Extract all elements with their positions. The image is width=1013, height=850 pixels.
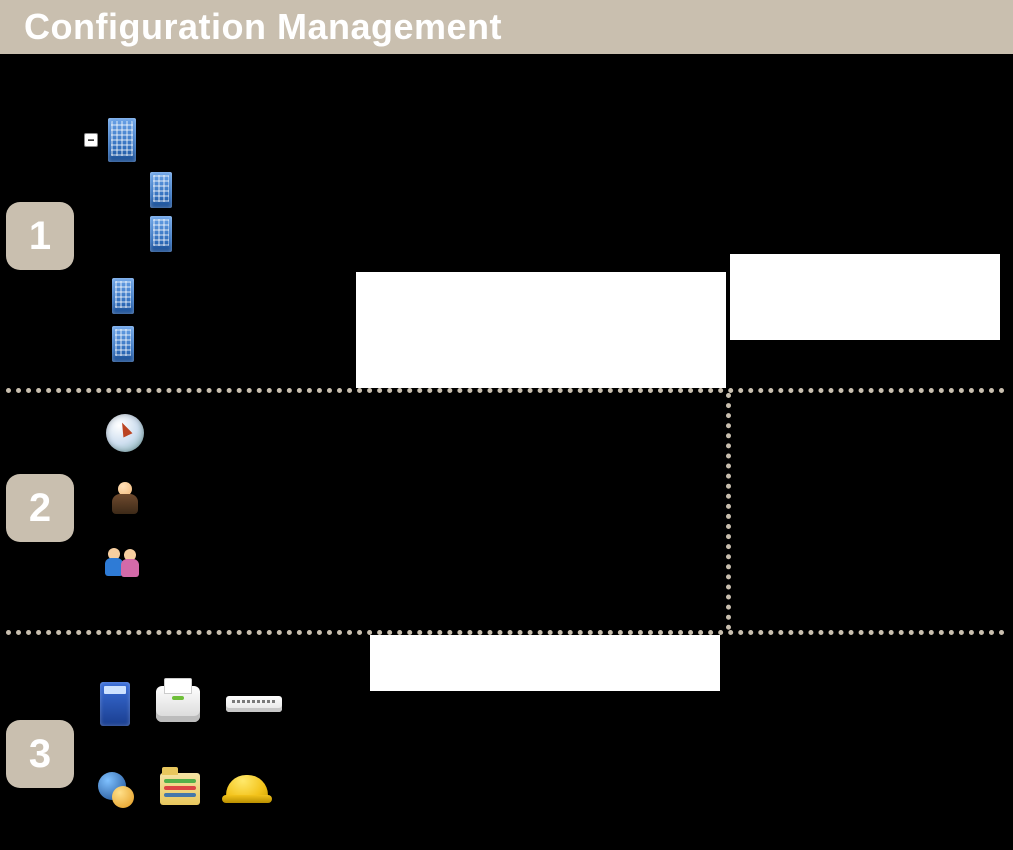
tree-root[interactable]: − — [84, 118, 146, 162]
building-icon — [150, 216, 172, 252]
building-icon — [108, 118, 136, 162]
building-icon — [112, 326, 134, 362]
folder-db-icon[interactable] — [160, 773, 200, 805]
info-panel — [356, 272, 726, 388]
step-badge-3: 3 — [6, 720, 74, 788]
compass-icon — [106, 414, 144, 452]
tree-sibling[interactable] — [112, 326, 144, 362]
step-number: 1 — [29, 214, 51, 259]
step-number: 2 — [29, 486, 51, 531]
step3-row2 — [96, 770, 268, 808]
tree-child[interactable] — [150, 172, 182, 208]
info-panel — [730, 254, 1000, 340]
hardhat-icon[interactable] — [226, 775, 268, 803]
gear-globe-icon[interactable] — [96, 770, 134, 808]
step2-item-people[interactable] — [102, 546, 154, 584]
page-header: Configuration Management — [0, 0, 1013, 54]
info-panel — [370, 635, 720, 691]
step-number: 3 — [29, 732, 51, 777]
step2-item-compass[interactable] — [106, 414, 158, 452]
person-icon — [106, 480, 144, 518]
people-icon — [102, 546, 140, 584]
tree-expander-minus[interactable]: − — [84, 133, 98, 147]
server-icon[interactable] — [100, 682, 130, 726]
tree-sibling[interactable] — [112, 278, 144, 314]
section-separator — [6, 388, 1005, 393]
diagram-canvas: 1 − 2 — [0, 54, 1013, 850]
step-badge-2: 2 — [6, 474, 74, 542]
switch-icon[interactable] — [226, 696, 282, 712]
printer-icon[interactable] — [156, 686, 200, 722]
step2-item-person[interactable] — [106, 480, 158, 518]
vertical-separator — [726, 393, 731, 630]
step3-row1 — [100, 682, 282, 726]
building-icon — [150, 172, 172, 208]
building-icon — [112, 278, 134, 314]
step-badge-1: 1 — [6, 202, 74, 270]
page-title: Configuration Management — [24, 6, 502, 47]
tree-child[interactable] — [150, 216, 182, 252]
